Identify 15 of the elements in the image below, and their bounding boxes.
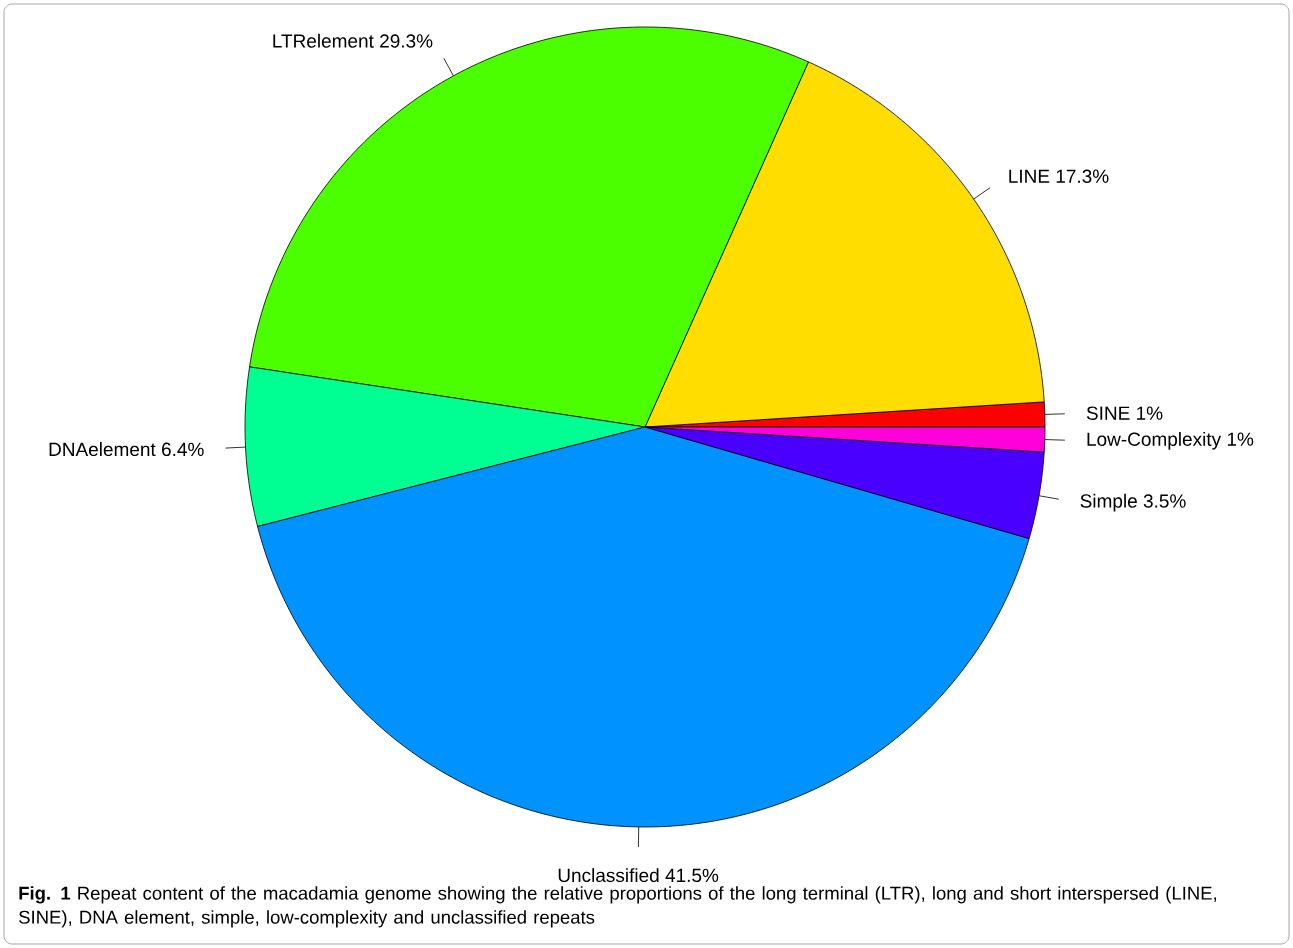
data-label: 1% [1137,406,1163,420]
slice-label: LTRelement [273,33,374,48]
data-label: 6.4% [162,442,204,457]
data-label: 29.3% [380,34,433,48]
slice-label: SINE [1086,406,1130,420]
slice-label: Simple [1080,493,1137,512]
slice-label: DNAelement [49,442,156,457]
slice-label: Low-Complexity [1087,431,1222,450]
data-label: 41.5% [665,868,719,883]
data-label: 3.5% [1143,494,1186,508]
text: Fig. 1 Repeat content of the macadamia genome showing the relative proportions of the long terminal (LTR), long and short interspersed (LINE, SINE), DNA element, simple, low-complexity and unclassified repeats [19,886,1217,928]
data-label: 1% [1227,432,1254,446]
data-label: 17.3% [1056,169,1109,183]
slice-label: Unclassified [558,868,659,883]
slice-label: LINE [1009,169,1050,183]
